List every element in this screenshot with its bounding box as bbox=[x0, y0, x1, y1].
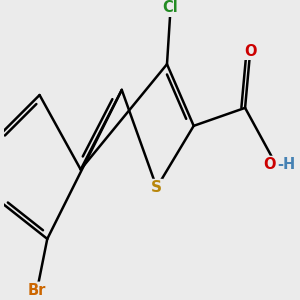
Text: Br: Br bbox=[28, 283, 46, 298]
Text: -H: -H bbox=[277, 157, 296, 172]
Text: Cl: Cl bbox=[163, 0, 178, 15]
Text: O: O bbox=[244, 44, 256, 59]
Text: S: S bbox=[151, 180, 162, 195]
Text: O: O bbox=[263, 157, 276, 172]
